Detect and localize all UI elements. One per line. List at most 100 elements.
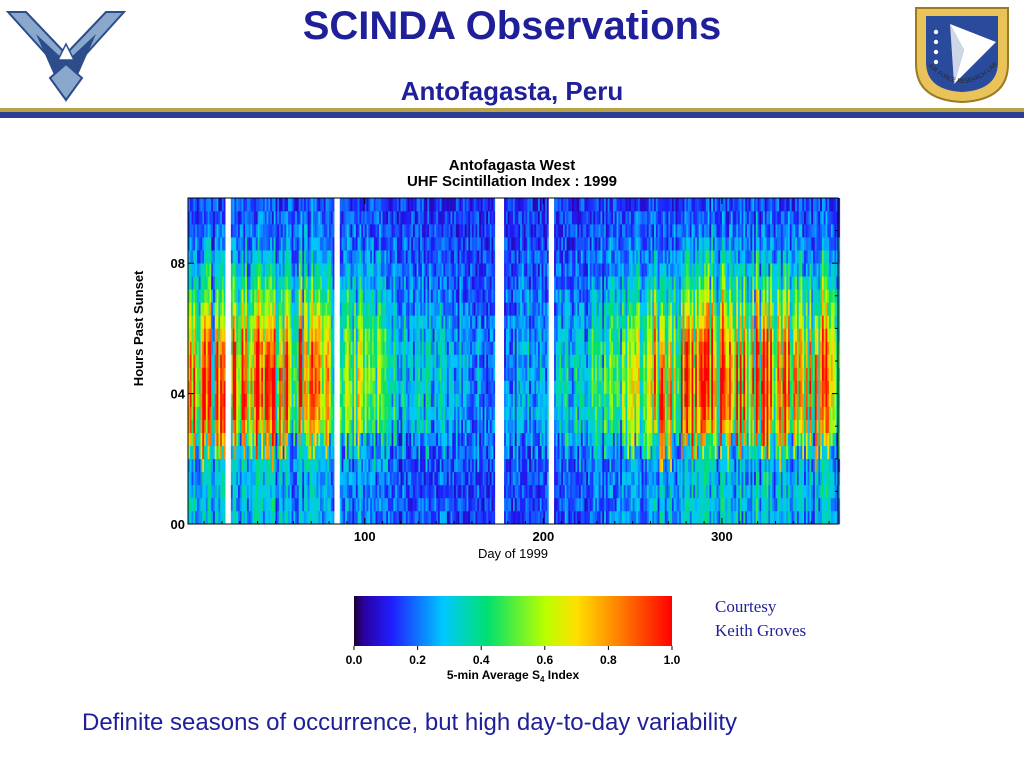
heatmap-cell — [411, 432, 414, 447]
heatmap-cell — [329, 419, 332, 434]
heatmap-cell — [225, 237, 228, 251]
heatmap-cell — [298, 510, 301, 525]
heatmap-cell — [341, 419, 344, 434]
heatmap-cell — [541, 354, 544, 368]
heatmap-cell — [370, 484, 373, 499]
heatmap-cell — [361, 510, 364, 525]
heatmap-cell — [454, 224, 457, 238]
heatmap-cell — [423, 471, 426, 486]
heatmap-cell — [195, 354, 198, 368]
heatmap-cell — [321, 367, 325, 381]
heatmap-cell — [271, 367, 275, 381]
heatmap-cell — [541, 198, 544, 212]
heatmap-cell — [457, 276, 460, 290]
heatmap-cell — [429, 471, 432, 486]
heatmap-cell — [316, 354, 319, 368]
heatmap-cell — [464, 250, 467, 264]
heatmap-cell — [411, 224, 414, 238]
heatmap-cell — [511, 328, 514, 342]
heatmap-cell — [207, 393, 210, 407]
heatmap-cell — [505, 328, 508, 342]
heatmap-cell — [527, 419, 530, 434]
heatmap-cell — [377, 328, 380, 342]
heatmap-cell — [254, 445, 257, 460]
heatmap-cell — [541, 289, 544, 303]
heatmap-cell — [307, 341, 310, 355]
heatmap-cell — [493, 380, 496, 394]
heatmap-cell — [520, 445, 523, 460]
heatmap-cell — [320, 302, 323, 316]
heatmap-cell — [280, 497, 283, 512]
heatmap-cell — [211, 419, 214, 434]
heatmap-cell — [470, 276, 473, 290]
heatmap-cell — [434, 198, 437, 212]
heatmap-cell — [250, 328, 253, 342]
heatmap-cell — [495, 406, 498, 420]
heatmap-cell — [355, 341, 358, 355]
heatmap-cell — [470, 237, 473, 251]
heatmap-cell — [346, 289, 350, 303]
heatmap-cell — [486, 289, 489, 303]
heatmap-cell — [477, 445, 480, 460]
heatmap-cell — [521, 497, 525, 512]
heatmap-cell — [514, 419, 517, 434]
heatmap-cell — [357, 497, 360, 512]
heatmap-cell — [379, 315, 382, 329]
heatmap-cell — [496, 458, 500, 473]
heatmap-cell — [314, 341, 317, 355]
heatmap-cell — [389, 497, 392, 512]
heatmap-cell — [220, 250, 223, 264]
heatmap-cell — [532, 328, 535, 342]
heatmap-cell — [255, 263, 258, 277]
heatmap-cell — [336, 289, 339, 303]
heatmap-cell — [477, 237, 480, 251]
heatmap-cell — [354, 250, 357, 264]
heatmap-cell — [389, 237, 392, 251]
heatmap-cell — [296, 367, 300, 381]
heatmap-cell — [291, 211, 294, 225]
heatmap-cell — [407, 367, 410, 381]
heatmap-cell — [230, 276, 233, 290]
heatmap-cell — [345, 276, 348, 290]
heatmap-cell — [380, 367, 383, 381]
heatmap-cell — [371, 224, 375, 238]
heatmap-cell — [305, 484, 308, 499]
heatmap-cell — [409, 445, 412, 460]
heatmap-cell — [318, 471, 321, 486]
heatmap-cell — [529, 302, 532, 316]
heatmap-cell — [404, 419, 407, 434]
heatmap-cell — [418, 419, 421, 434]
heatmap-cell — [282, 458, 285, 473]
heatmap-cell — [423, 497, 426, 512]
heatmap-cell — [379, 341, 382, 355]
heatmap-cell — [305, 289, 308, 303]
heatmap-cell — [352, 328, 355, 342]
heatmap-cell — [243, 198, 246, 212]
heatmap-cell — [411, 497, 414, 512]
heatmap-cell — [321, 380, 325, 394]
heatmap-cell — [538, 484, 541, 499]
heatmap-cell — [418, 354, 421, 368]
heatmap-cell — [264, 380, 267, 394]
heatmap-cell — [405, 289, 408, 303]
heatmap-cell — [264, 263, 267, 277]
heatmap-cell — [446, 224, 450, 238]
heatmap-cell — [218, 289, 221, 303]
heatmap-cell — [266, 224, 269, 238]
heatmap-cell — [527, 315, 530, 329]
heatmap-cell — [334, 419, 337, 434]
heatmap-cell — [464, 237, 467, 251]
heatmap-cell — [357, 354, 360, 368]
heatmap-cell — [446, 445, 450, 460]
heatmap-cell — [257, 484, 260, 499]
heatmap-cell — [241, 497, 244, 512]
heatmap-cell — [363, 289, 366, 303]
heatmap-cell — [329, 497, 332, 512]
heatmap-cell — [245, 380, 248, 394]
heatmap-cell — [254, 250, 257, 264]
heatmap-cell — [505, 432, 508, 447]
heatmap-cell — [421, 354, 425, 368]
heatmap-cell — [393, 510, 396, 525]
heatmap-cell — [454, 432, 457, 447]
heatmap-cell — [432, 471, 435, 486]
